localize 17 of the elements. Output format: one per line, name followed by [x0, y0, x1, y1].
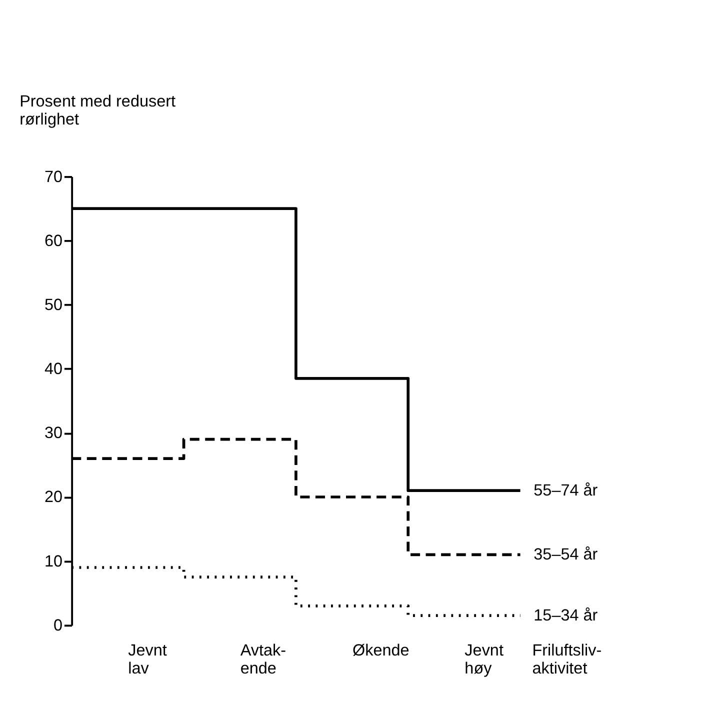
x-axis-title: Friluftsliv- aktivitet	[532, 641, 602, 678]
x-tick-label: Økende	[352, 641, 410, 660]
y-tick-label: 0	[54, 616, 63, 634]
series-label: 15–34 år	[534, 606, 598, 624]
x-tick-label: Jevnt lav	[128, 641, 168, 678]
y-tick-label: 30	[44, 424, 63, 442]
y-tick-label: 40	[44, 360, 63, 378]
x-tick-label: Avtak- ende	[240, 641, 286, 678]
series-label: 55–74 år	[534, 481, 598, 500]
y-axis-title: Prosent med redusert rørlighet	[20, 92, 176, 128]
y-tick-label: 10	[44, 552, 63, 570]
x-tick-label: Jevnt høy	[464, 641, 504, 678]
y-tick-label: 60	[44, 232, 63, 250]
series-label: 35–54 år	[534, 545, 598, 564]
y-tick-label: 20	[44, 488, 63, 506]
y-tick-label: 50	[44, 296, 63, 314]
y-tick-label: 70	[44, 168, 63, 186]
